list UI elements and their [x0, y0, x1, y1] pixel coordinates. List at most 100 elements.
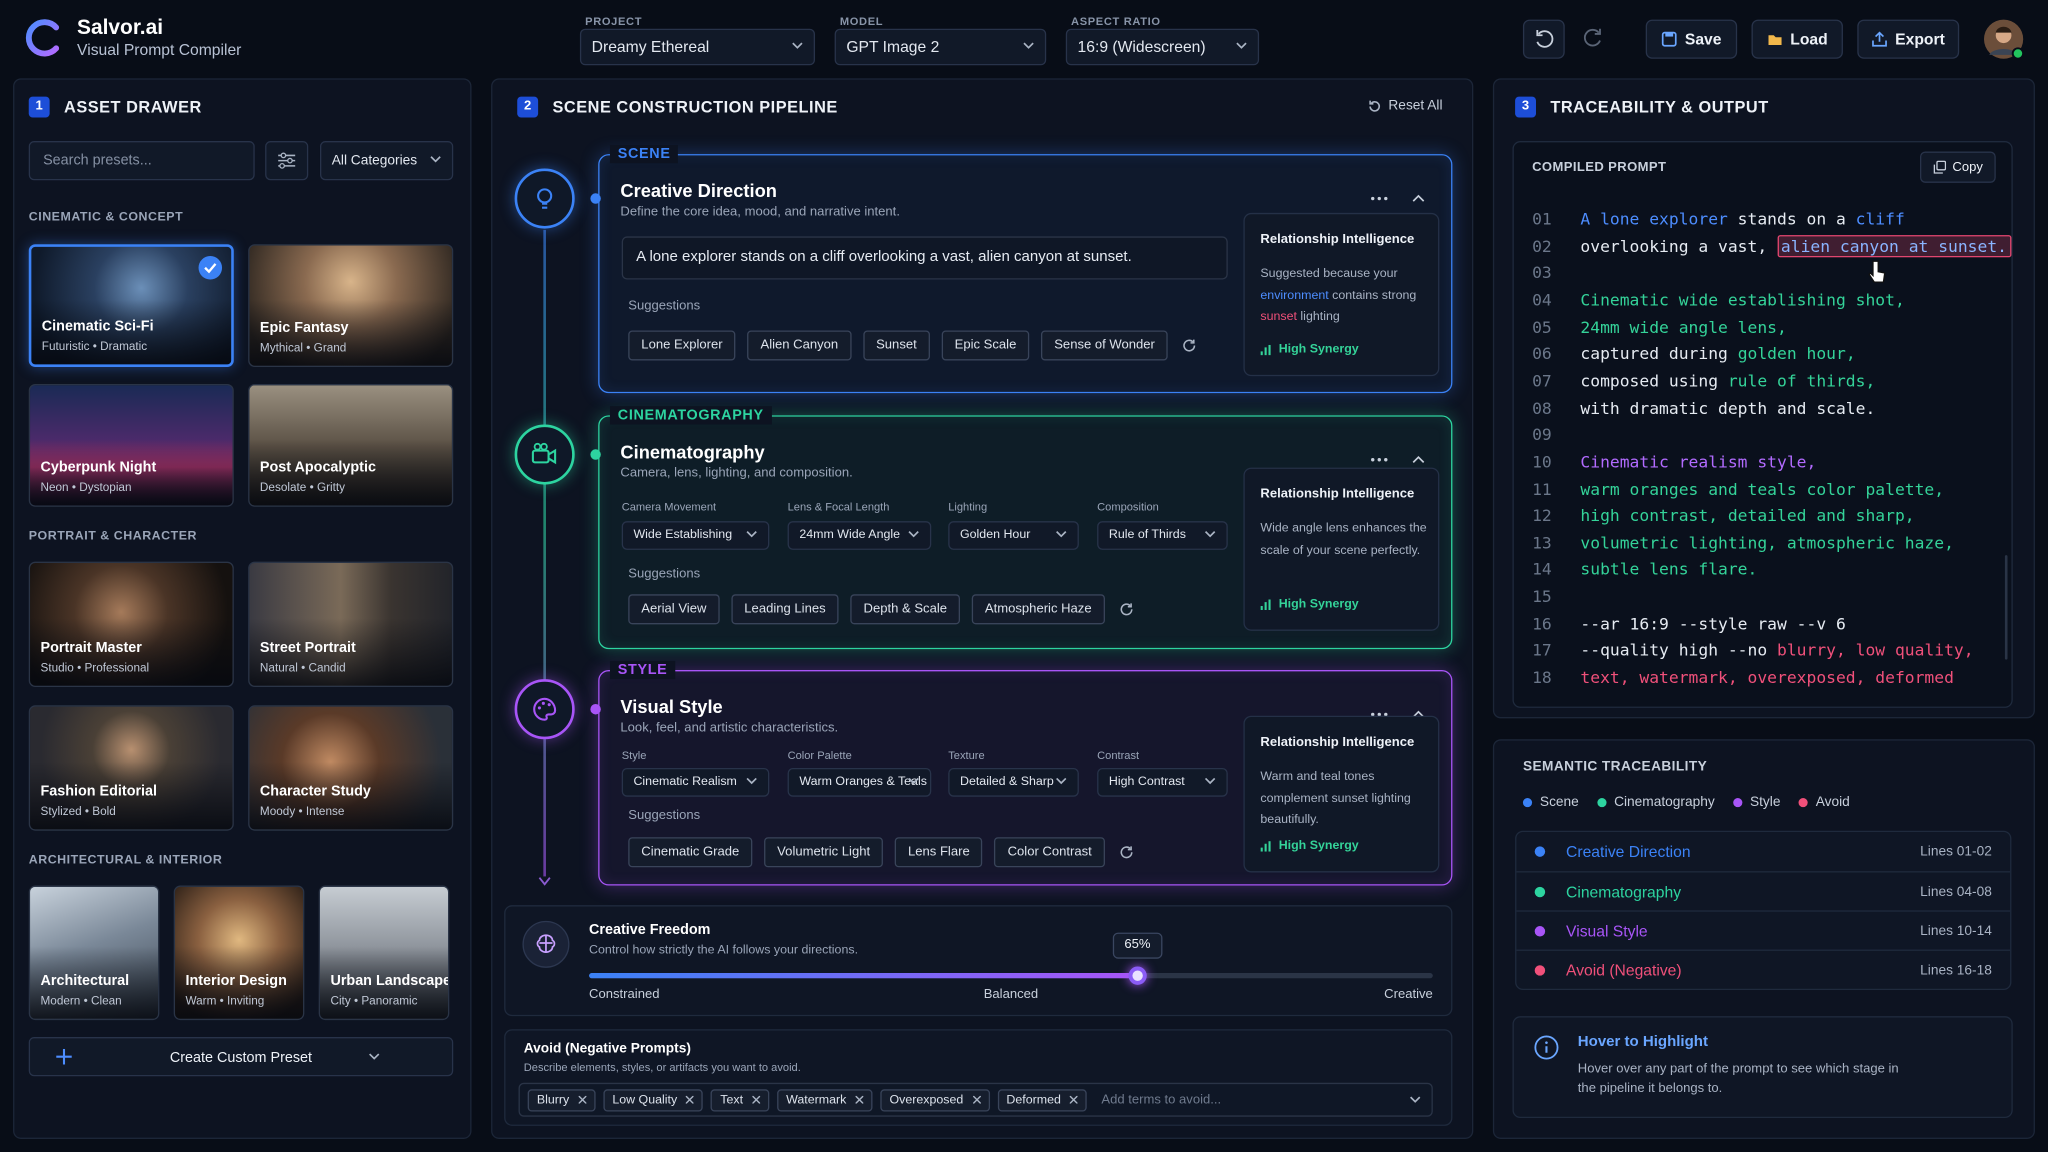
graphic [2011, 47, 2025, 60]
preset-card[interactable]: Cinematic Sci-Fi Futuristic • Dramatic [28, 244, 234, 368]
action-button[interactable]: Export [1857, 19, 1960, 59]
refresh-icon[interactable] [1182, 338, 1196, 352]
preset-card[interactable]: Fashion Editorial Stylized • Bold [28, 705, 234, 831]
trace-row[interactable]: Creative Direction Lines 01-02 [1516, 832, 2010, 871]
preset-card[interactable]: Post Apocalyptic Desolate • Gritty [248, 383, 454, 507]
avoid-term[interactable]: Blurry [527, 1088, 596, 1111]
stage-menu[interactable] [1369, 701, 1390, 717]
preset-card[interactable]: Street Portrait Natural • Candid [248, 561, 454, 688]
field-select[interactable]: Wide Establishing [621, 521, 770, 550]
graphic [537, 188, 553, 204]
avoid-term[interactable]: Low Quality [603, 1088, 704, 1111]
avoid-term[interactable]: Text [711, 1088, 770, 1111]
plus-icon [56, 1048, 72, 1065]
action-button[interactable]: Save [1645, 19, 1738, 59]
field-select[interactable]: Rule of Thirds [1097, 521, 1228, 550]
stage-menu[interactable] [1369, 185, 1390, 201]
chevron [908, 530, 920, 538]
remove-icon [685, 1095, 695, 1105]
suggestion-chip[interactable]: Aerial View [628, 594, 720, 625]
line-number: 02 [1532, 235, 1552, 256]
preset-card[interactable]: Epic Fantasy Mythical • Grand [248, 244, 454, 368]
trace-row[interactable]: Avoid (Negative) Lines 16-18 [1516, 949, 2011, 989]
preset-card[interactable]: Architectural Modern • Clean [28, 885, 160, 1021]
copy-button[interactable]: Copy [1919, 151, 1996, 183]
prompt-input[interactable]: A lone explorer stands on a cliff overlo… [621, 236, 1228, 280]
suggestion-chip[interactable]: Color Contrast [994, 837, 1105, 868]
line-number: 03 [1532, 262, 1552, 283]
preset-card[interactable]: Urban Landscape City • Panoramic [318, 885, 450, 1021]
stage-collapse[interactable] [1412, 447, 1425, 463]
category-filter[interactable]: All Categories [319, 141, 454, 181]
suggestion-chip[interactable]: Cinematic Grade [628, 837, 753, 868]
graphic [1371, 196, 1375, 201]
field-select[interactable]: Warm Oranges & Teals [787, 767, 932, 797]
stage-collapse[interactable] [1412, 185, 1425, 202]
avoid-input[interactable]: Blurry Low Quality Text Watermark Overexpose… [518, 1082, 1433, 1117]
selector[interactable]: 16:9 (Widescreen) [1065, 28, 1260, 66]
suggestion-chip[interactable]: Lens Flare [894, 837, 983, 868]
graphic [792, 42, 803, 49]
preset-card[interactable]: Portrait Master Studio • Professional [28, 561, 234, 688]
stage-title: Creative Direction [620, 180, 777, 202]
line-number: 14 [1532, 559, 1552, 580]
graphic [1872, 31, 1887, 47]
refresh-icon[interactable] [1119, 602, 1133, 616]
create-preset-label: Create Custom Preset [169, 1050, 313, 1066]
suggestion-chip[interactable]: Volumetric Light [764, 837, 884, 868]
redo-button[interactable] [1574, 20, 1616, 59]
avoid-term[interactable]: Watermark [776, 1088, 873, 1111]
panel-title: TRACEABILITY & OUTPUT [1550, 97, 1769, 117]
preset-name: Architectural [40, 973, 130, 989]
stage-menu[interactable] [1369, 447, 1390, 462]
field-select[interactable]: Golden Hour [948, 521, 1079, 550]
stage-collapse[interactable] [1412, 701, 1425, 718]
slider-thumb[interactable] [1128, 966, 1147, 985]
field-select[interactable]: Cinematic Realism [621, 767, 770, 797]
trace-row[interactable]: Visual Style Lines 10-14 [1516, 910, 2011, 949]
preset-card[interactable]: Character Study Moody • Intense [248, 705, 454, 831]
action-button[interactable]: Load [1751, 19, 1843, 59]
filter-button[interactable] [265, 141, 309, 181]
field-select-value: Golden Hour [959, 527, 1031, 543]
search-box[interactable]: Search presets... [28, 141, 255, 181]
graphic [1371, 458, 1375, 462]
suggestion-chip[interactable]: Atmospheric Haze [971, 594, 1105, 625]
graphic [1412, 455, 1425, 463]
suggestion-chip[interactable]: Epic Scale [941, 330, 1030, 361]
suggestion-chip[interactable]: Depth & Scale [850, 594, 961, 625]
field-select[interactable]: 24mm Wide Angle [787, 521, 932, 550]
graphic [1583, 28, 1601, 47]
avoid-term[interactable]: Deformed [997, 1088, 1087, 1111]
selector[interactable]: GPT Image 2 [834, 28, 1047, 66]
field-select-value: High Contrast [1108, 774, 1185, 789]
avoid-description: Describe elements, styles, or artifacts … [523, 1060, 801, 1074]
create-preset-button[interactable]: Create Custom Preset [28, 1037, 454, 1077]
section-title: ARCHITECTURAL & INTERIOR [28, 852, 223, 868]
suggestion-chip[interactable]: Alien Canyon [747, 330, 852, 361]
field-label: Color Palette [787, 748, 852, 762]
graphic [204, 263, 217, 274]
avatar[interactable] [1983, 18, 2027, 62]
suggestion-chip[interactable]: Leading Lines [731, 594, 839, 625]
field-label: Camera Movement [621, 500, 717, 514]
avoid-term[interactable]: Overexposed [880, 1088, 990, 1111]
line-number: 12 [1532, 505, 1552, 526]
refresh-icon[interactable] [1119, 845, 1133, 859]
preset-card[interactable]: Cyberpunk Night Neon • Dystopian [28, 383, 234, 507]
reset-button[interactable]: Reset All [1368, 98, 1443, 114]
graphic [1536, 30, 1554, 48]
suggestion-chip[interactable]: Sense of Wonder [1041, 330, 1168, 361]
field-select[interactable]: Detailed & Sharp [948, 767, 1079, 797]
selector[interactable]: Dreamy Ethereal [579, 28, 816, 66]
suggestion-chip[interactable]: Sunset [863, 330, 930, 361]
chevron [746, 777, 758, 785]
graphic [1534, 1035, 1559, 1060]
trace-row[interactable]: Cinematography Lines 04-08 [1516, 871, 2011, 910]
field-select[interactable]: High Contrast [1097, 767, 1228, 797]
undo-button[interactable] [1522, 19, 1565, 59]
line-number: 11 [1532, 478, 1552, 499]
preset-card[interactable]: Interior Design Warm • Inviting [173, 885, 305, 1021]
suggestion-chip[interactable]: Lone Explorer [628, 330, 736, 361]
legend: Scene Cinematography Style Avoid [1522, 794, 1850, 810]
